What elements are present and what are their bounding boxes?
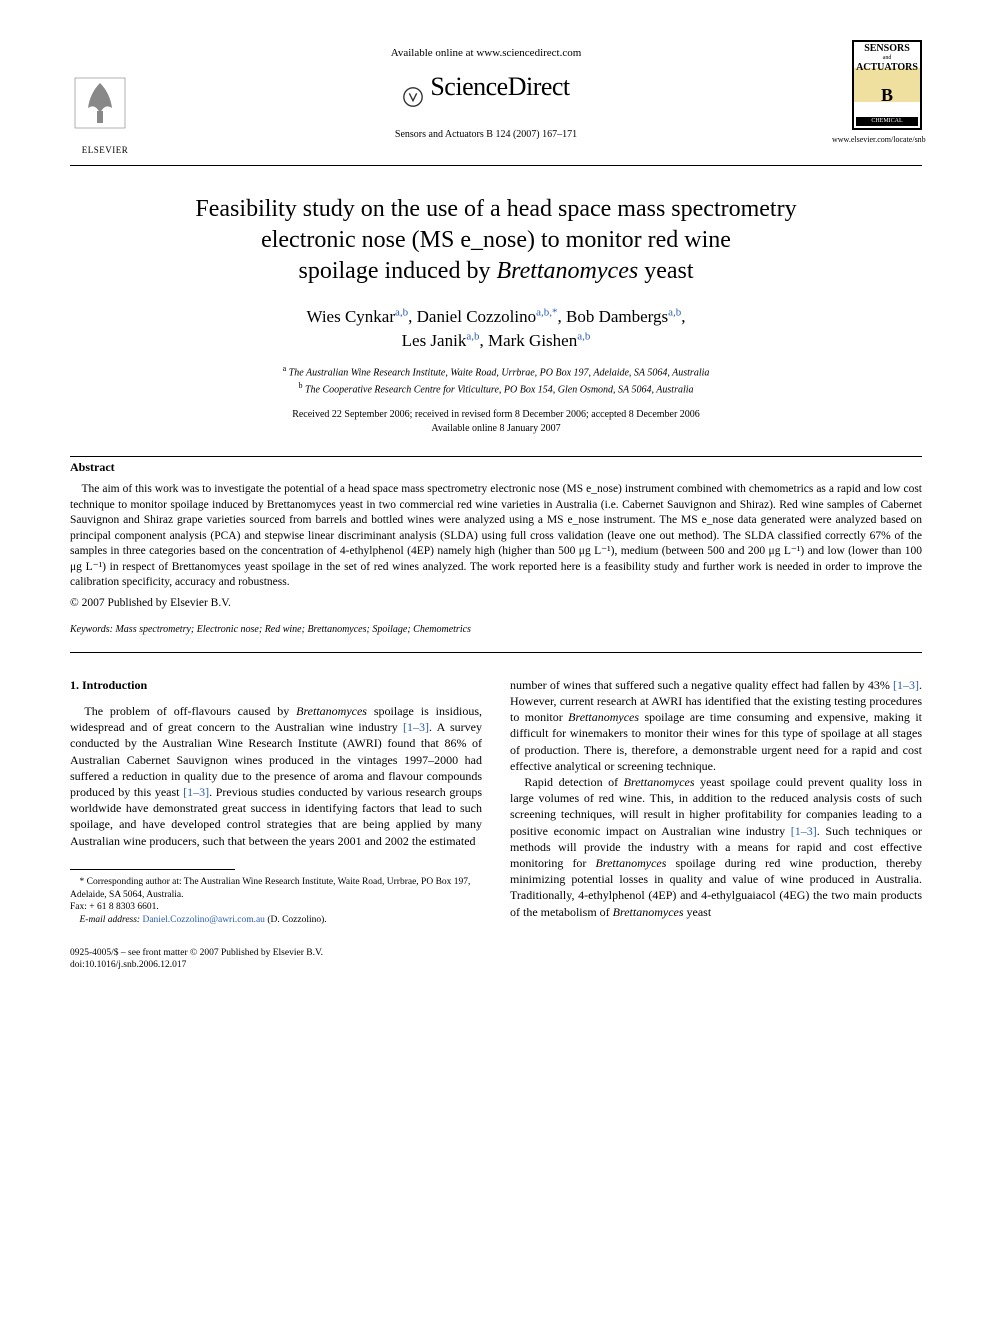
footnote-email: E-mail address: Daniel.Cozzolino@awri.co… xyxy=(70,914,482,927)
sciencedirect-text: ScienceDirect xyxy=(430,68,569,106)
article-title: Feasibility study on the use of a head s… xyxy=(100,194,892,288)
journal-box-tag: CHEMICAL xyxy=(856,117,918,126)
species-name: Brettanomyces xyxy=(613,905,684,919)
author-2-aff[interactable]: a,b, xyxy=(536,307,552,319)
title-line-3-pre: spoilage induced by Brettanomyces yeast xyxy=(299,258,694,284)
journal-url: www.elsevier.com/locate/snb xyxy=(832,134,922,146)
abstract-heading: Abstract xyxy=(70,459,922,476)
intro-paragraph-1-cont: number of wines that suffered such a neg… xyxy=(510,677,922,774)
elsevier-logo: ELSEVIER xyxy=(70,40,140,157)
title-line-2: electronic nose (MS e_nose) to monitor r… xyxy=(261,227,731,253)
affiliation-b: The Cooperative Research Centre for Viti… xyxy=(305,385,694,396)
author-2: Daniel Cozzolino xyxy=(417,307,536,326)
body-columns: 1. Introduction The problem of off-flavo… xyxy=(70,677,922,972)
doi-line: doi:10.1016/j.snb.2006.12.017 xyxy=(70,959,482,971)
footnote-fax: Fax: + 61 8 8303 6601. xyxy=(70,901,482,914)
authors-block: Wies Cynkara,b, Daniel Cozzolinoa,b,*, B… xyxy=(70,305,922,353)
abstract-copyright: © 2007 Published by Elsevier B.V. xyxy=(70,595,922,612)
issn-line: 0925-4005/$ – see front matter © 2007 Pu… xyxy=(70,947,482,959)
sep: , xyxy=(557,307,566,326)
intro-paragraph-1: The problem of off-flavours caused by Br… xyxy=(70,703,482,849)
abstract-body: The aim of this work was to investigate … xyxy=(70,482,922,591)
author-4-aff[interactable]: a,b xyxy=(466,331,479,343)
elsevier-label: ELSEVIER xyxy=(70,144,140,157)
species-name: Brettanomyces xyxy=(596,856,667,870)
keywords-text: Mass spectrometry; Electronic nose; Red … xyxy=(113,624,471,635)
keywords-line: Keywords: Mass spectrometry; Electronic … xyxy=(70,623,922,638)
sep: , xyxy=(408,307,417,326)
header-row: ELSEVIER Available online at www.science… xyxy=(70,40,922,157)
author-1: Wies Cynkar xyxy=(306,307,395,326)
header-rule xyxy=(70,165,922,166)
author-3: Bob Dambergs xyxy=(566,307,668,326)
author-5-aff[interactable]: a,b xyxy=(577,331,590,343)
journal-box-title: SENSORS xyxy=(856,44,918,54)
available-online-text: Available online at www.sciencedirect.co… xyxy=(140,46,832,62)
sciencedirect-logo: ScienceDirect xyxy=(402,68,569,126)
title-line-1: Feasibility study on the use of a head s… xyxy=(195,196,796,222)
abstract-paragraph: The aim of this work was to investigate … xyxy=(70,482,922,591)
journal-logo-block: SENSORS and ACTUATORS B CHEMICAL www.els… xyxy=(832,40,922,146)
email-label: E-mail address: xyxy=(80,915,141,925)
species-name: Brettanomyces xyxy=(624,775,695,789)
keywords-label: Keywords: xyxy=(70,624,113,635)
affiliation-a: The Australian Wine Research Institute, … xyxy=(289,367,710,378)
article-footer-info: 0925-4005/$ – see front matter © 2007 Pu… xyxy=(70,947,482,972)
aff-label-b: b xyxy=(298,381,302,390)
elsevier-tree-icon xyxy=(70,68,130,138)
corresponding-author-footnote: * Corresponding author at: The Australia… xyxy=(70,876,482,927)
column-left: 1. Introduction The problem of off-flavo… xyxy=(70,677,482,972)
journal-cover-icon: SENSORS and ACTUATORS B CHEMICAL xyxy=(852,40,922,130)
journal-citation: Sensors and Actuators B 124 (2007) 167–1… xyxy=(140,128,832,143)
email-link[interactable]: Daniel.Cozzolino@awri.com.au xyxy=(140,915,265,925)
footnote-line-1: * Corresponding author at: The Australia… xyxy=(70,876,482,902)
affiliations: a The Australian Wine Research Institute… xyxy=(70,363,922,398)
dates-line-2: Available online 8 January 2007 xyxy=(431,423,560,434)
journal-box-subtitle: ACTUATORS xyxy=(856,63,918,73)
section-heading: 1. Introduction xyxy=(70,677,482,693)
journal-box-letter: B xyxy=(856,82,918,108)
author-1-aff[interactable]: a,b xyxy=(395,307,408,319)
column-right: number of wines that suffered such a neg… xyxy=(510,677,922,972)
author-5: Mark Gishen xyxy=(488,331,577,350)
center-header: Available online at www.sciencedirect.co… xyxy=(140,40,832,142)
post-abstract-rule xyxy=(70,652,922,653)
citation-link[interactable]: [1–3] xyxy=(183,785,209,799)
aff-label-a: a xyxy=(283,364,287,373)
sep: , xyxy=(681,307,685,326)
author-3-aff[interactable]: a,b xyxy=(668,307,681,319)
footnote-separator xyxy=(70,869,235,870)
dates-line-1: Received 22 September 2006; received in … xyxy=(292,409,700,420)
pre-abstract-rule xyxy=(70,456,922,457)
intro-paragraph-2: Rapid detection of Brettanomyces yeast s… xyxy=(510,774,922,920)
author-4: Les Janik xyxy=(402,331,467,350)
citation-link[interactable]: [1–3] xyxy=(403,720,429,734)
citation-link[interactable]: [1–3] xyxy=(893,678,919,692)
sep: , xyxy=(479,331,488,350)
citation-link[interactable]: [1–3] xyxy=(791,824,817,838)
species-name: Brettanomyces xyxy=(568,710,639,724)
article-dates: Received 22 September 2006; received in … xyxy=(70,408,922,436)
species-name: Brettanomyces xyxy=(296,704,367,718)
sciencedirect-icon xyxy=(402,86,424,108)
